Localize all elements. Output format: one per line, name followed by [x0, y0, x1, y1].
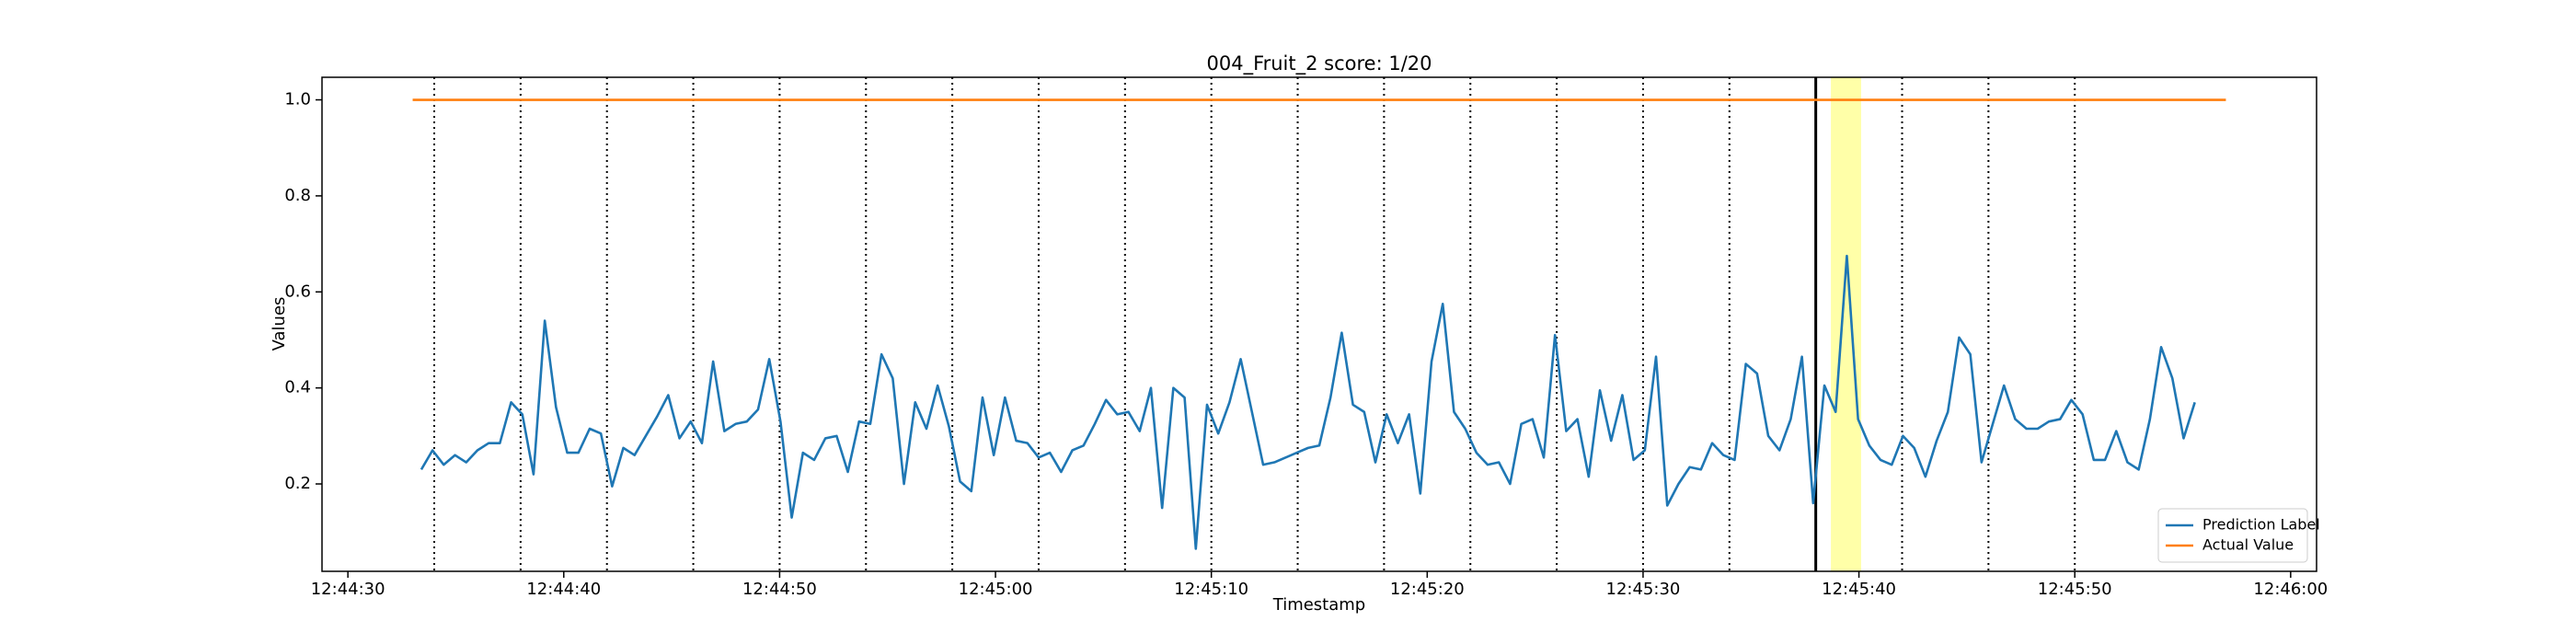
legend-label: Prediction Label — [2202, 516, 2320, 534]
x-tick-label: 12:45:50 — [2038, 580, 2112, 599]
y-tick-label: 1.0 — [284, 90, 311, 109]
x-tick-label: 12:45:40 — [1822, 580, 1896, 599]
legend-label: Actual Value — [2202, 536, 2294, 554]
x-tick-label: 12:44:40 — [526, 580, 601, 599]
legend-box — [2157, 508, 2308, 563]
x-tick-label: 12:44:30 — [311, 580, 385, 599]
x-tick-label: 12:44:50 — [742, 580, 817, 599]
y-tick-label: 0.8 — [284, 186, 311, 205]
x-axis-label: Timestamp — [1272, 595, 1365, 615]
y-tick-label: 0.4 — [284, 378, 311, 397]
axes-frame — [321, 76, 2317, 572]
y-axis-label: Values — [270, 297, 289, 351]
highlight-band — [1831, 77, 1861, 571]
chart-title: 004_Fruit_2 score: 1/20 — [1206, 52, 1432, 75]
x-tick-label: 12:45:30 — [1606, 580, 1681, 599]
y-tick-label: 0.2 — [284, 474, 311, 493]
y-tick-label: 0.6 — [284, 282, 311, 301]
x-tick-label: 12:45:10 — [1174, 580, 1248, 599]
x-tick-label: 12:45:00 — [959, 580, 1033, 599]
x-tick-label: 12:45:20 — [1390, 580, 1465, 599]
legend: Prediction Label Actual Value — [2157, 508, 2320, 563]
data-line — [420, 254, 2196, 550]
x-tick-label: 12:46:00 — [2253, 580, 2328, 599]
